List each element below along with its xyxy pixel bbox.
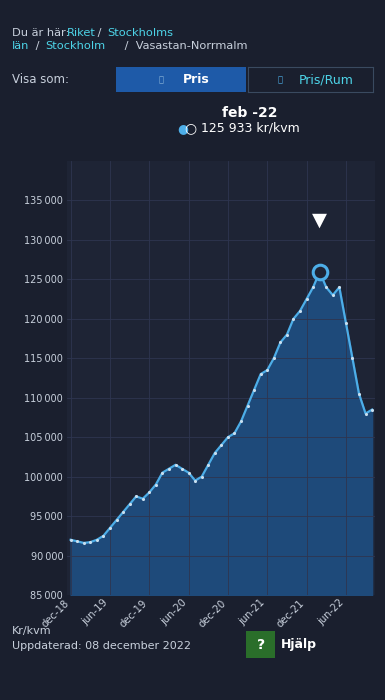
Point <box>310 281 316 293</box>
Text: /: / <box>32 41 47 51</box>
Point <box>199 471 205 482</box>
Point <box>212 447 218 458</box>
Point <box>159 467 166 478</box>
Point <box>153 479 159 490</box>
Point <box>323 281 329 293</box>
Point <box>218 440 224 451</box>
Point <box>205 459 211 470</box>
Text: ▼: ▼ <box>312 211 327 230</box>
Text: Visa som:: Visa som: <box>12 74 69 86</box>
Point <box>238 416 244 427</box>
Point <box>297 305 303 316</box>
Text: Kr/kvm: Kr/kvm <box>12 626 51 636</box>
Point <box>120 507 126 518</box>
Text: feb -22: feb -22 <box>223 106 278 120</box>
Point <box>258 368 264 379</box>
Text: Pris: Pris <box>183 74 210 86</box>
Point <box>146 486 152 498</box>
Point <box>133 491 139 502</box>
Point <box>127 498 133 510</box>
Text: Stockholm: Stockholm <box>45 41 105 51</box>
Text: Stockholms: Stockholms <box>107 28 173 38</box>
Point <box>87 536 94 547</box>
Point <box>264 365 270 376</box>
Point <box>369 404 375 415</box>
Text: ○: ○ <box>184 121 197 135</box>
Point <box>244 400 251 411</box>
Point <box>330 290 336 301</box>
Point <box>225 432 231 443</box>
Text: ●: ● <box>177 122 188 134</box>
Point <box>166 463 172 475</box>
Point <box>284 329 290 340</box>
Point <box>251 384 257 395</box>
Point <box>107 522 113 533</box>
Text: Uppdaterad: 08 december 2022: Uppdaterad: 08 december 2022 <box>12 641 191 651</box>
Point <box>343 317 349 328</box>
Point <box>349 353 355 364</box>
Text: ⬛: ⬛ <box>159 76 164 84</box>
Point <box>74 536 80 547</box>
Text: Du är här:: Du är här: <box>12 28 72 38</box>
Point <box>192 475 198 486</box>
Point <box>186 467 192 478</box>
Point <box>356 389 362 400</box>
Text: ?: ? <box>257 638 265 652</box>
Point <box>362 408 368 419</box>
Text: Pris/Rum: Pris/Rum <box>298 74 353 86</box>
Point <box>336 281 342 293</box>
Point <box>94 534 100 545</box>
Point <box>231 428 238 439</box>
Text: /  Vasastan-Norrmalm: / Vasastan-Norrmalm <box>121 41 248 51</box>
Point <box>114 514 120 526</box>
Point <box>316 267 323 278</box>
Point <box>179 463 185 475</box>
Point <box>140 493 146 504</box>
Text: Hjälp: Hjälp <box>281 638 317 651</box>
Point <box>290 313 296 324</box>
Point <box>316 267 323 278</box>
Text: ⬛: ⬛ <box>277 76 282 84</box>
Point <box>172 459 179 470</box>
Text: /: / <box>94 28 109 38</box>
Point <box>277 337 283 348</box>
Point <box>100 530 107 541</box>
Text: 125 933 kr/kvm: 125 933 kr/kvm <box>201 122 300 134</box>
Text: Riket: Riket <box>67 28 96 38</box>
Point <box>271 353 277 364</box>
Point <box>68 534 74 545</box>
Text: län: län <box>12 41 29 51</box>
Point <box>303 293 310 304</box>
Point <box>81 538 87 549</box>
